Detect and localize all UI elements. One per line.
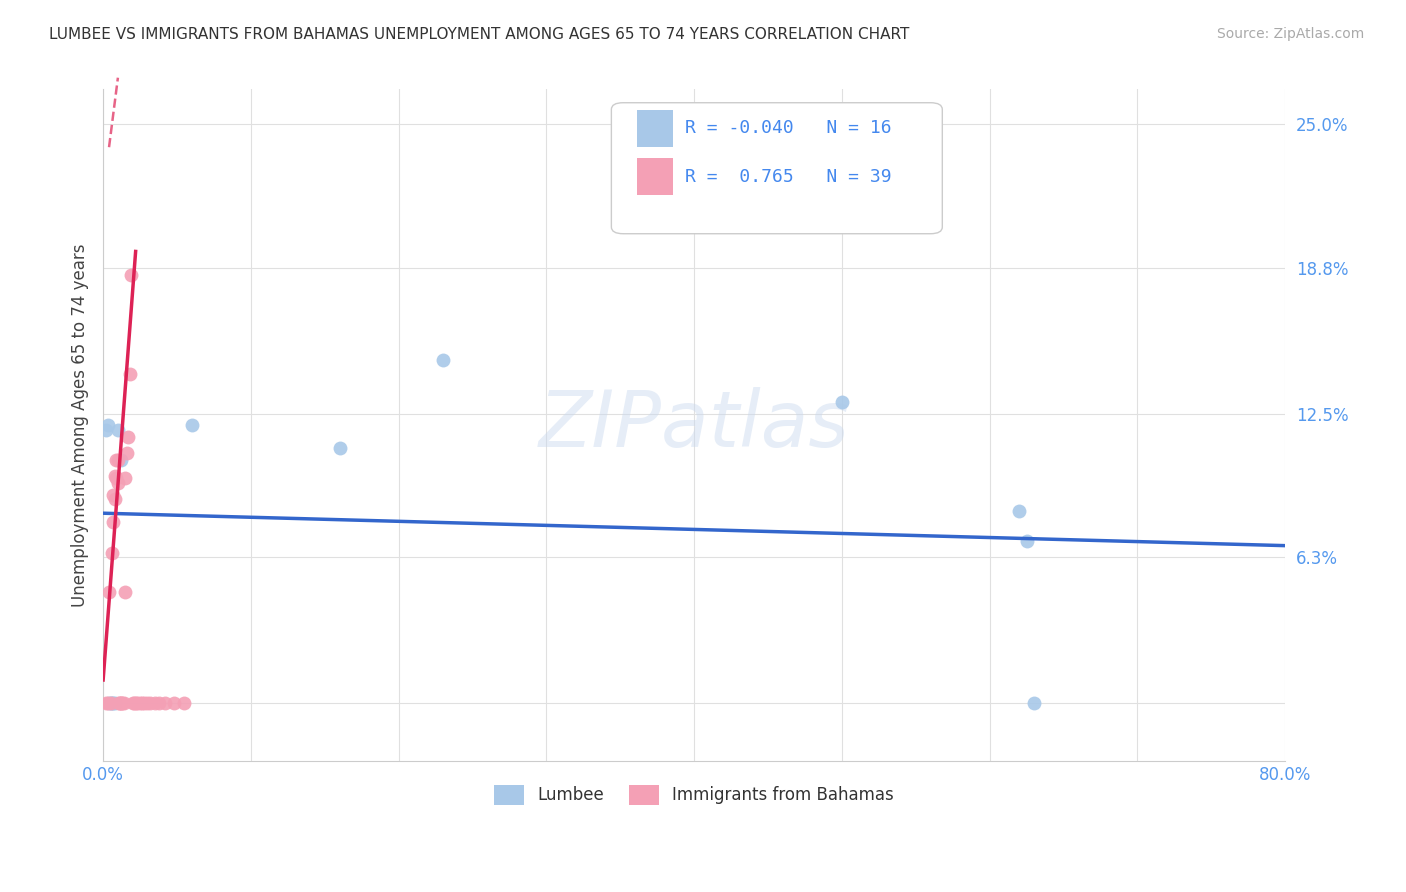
Point	[104, 696, 127, 710]
Point	[105, 453, 128, 467]
Point	[111, 696, 134, 710]
Point	[94, 423, 117, 437]
Point	[98, 696, 121, 710]
Point	[1015, 534, 1038, 549]
Point	[103, 696, 125, 710]
Point	[105, 471, 128, 485]
Point	[101, 696, 124, 710]
Text: Source: ZipAtlas.com: Source: ZipAtlas.com	[1216, 27, 1364, 41]
FancyBboxPatch shape	[637, 110, 673, 146]
Text: R = -0.040   N = 16: R = -0.040 N = 16	[685, 120, 891, 137]
Point	[121, 696, 143, 710]
Text: LUMBEE VS IMMIGRANTS FROM BAHAMAS UNEMPLOYMENT AMONG AGES 65 TO 74 YEARS CORRELA: LUMBEE VS IMMIGRANTS FROM BAHAMAS UNEMPL…	[49, 27, 910, 42]
Point	[180, 418, 202, 433]
Point	[110, 696, 132, 710]
Point	[104, 492, 127, 507]
Point	[98, 585, 121, 599]
Point	[831, 395, 853, 409]
Point	[108, 696, 131, 710]
Point	[103, 516, 125, 530]
Point	[103, 488, 125, 502]
Point	[328, 442, 350, 456]
Point	[136, 696, 159, 710]
Point	[107, 423, 129, 437]
Point	[97, 418, 120, 433]
Point	[153, 696, 176, 710]
Point	[127, 696, 149, 710]
Point	[110, 453, 132, 467]
Point	[100, 696, 122, 710]
FancyBboxPatch shape	[637, 158, 673, 195]
Point	[94, 696, 117, 710]
Point	[1008, 504, 1031, 518]
Point	[163, 696, 186, 710]
Point	[110, 696, 132, 710]
Y-axis label: Unemployment Among Ages 65 to 74 years: Unemployment Among Ages 65 to 74 years	[72, 244, 89, 607]
Point	[107, 476, 129, 491]
Point	[117, 430, 139, 444]
Legend: Lumbee, Immigrants from Bahamas: Lumbee, Immigrants from Bahamas	[485, 776, 903, 814]
Point	[112, 696, 135, 710]
Point	[129, 696, 152, 710]
Point	[118, 368, 141, 382]
Point	[114, 585, 136, 599]
Point	[131, 696, 153, 710]
Point	[100, 696, 122, 710]
Point	[108, 696, 131, 710]
Point	[120, 268, 142, 282]
Point	[432, 353, 454, 368]
Point	[115, 446, 138, 460]
Point	[148, 696, 170, 710]
Point	[122, 696, 145, 710]
Text: R =  0.765   N = 39: R = 0.765 N = 39	[685, 168, 891, 186]
Point	[173, 696, 195, 710]
Point	[1022, 696, 1045, 710]
Point	[101, 545, 124, 559]
Point	[107, 453, 129, 467]
FancyBboxPatch shape	[612, 103, 942, 234]
Point	[97, 696, 120, 710]
Point	[139, 696, 162, 710]
Text: ZIPatlas: ZIPatlas	[538, 387, 849, 463]
Point	[104, 469, 127, 483]
Point	[143, 696, 166, 710]
Point	[124, 696, 146, 710]
Point	[114, 471, 136, 485]
Point	[134, 696, 156, 710]
